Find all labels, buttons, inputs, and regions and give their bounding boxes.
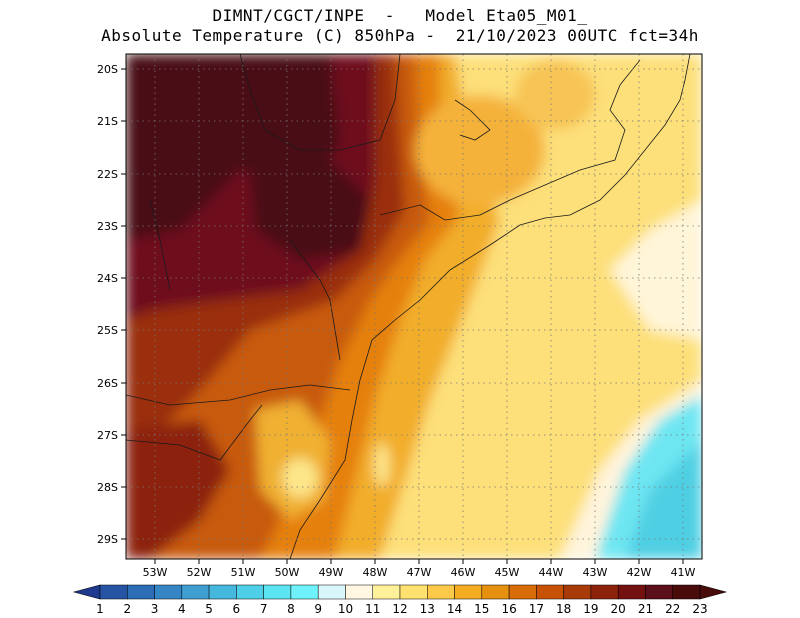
colorbar-label: 20 (611, 602, 626, 616)
chart-title-line1: DIMNT/CGCT/INPE - Model Eta05_M01_ (212, 6, 588, 25)
colorbar-label: 19 (583, 602, 598, 616)
colorbar-segment (617, 584, 646, 600)
colorbar-segment (372, 584, 401, 600)
lon-label: 44W (539, 566, 564, 579)
colorbar-segment (345, 584, 373, 600)
colorbar-label: 2 (123, 602, 131, 616)
colorbar-segment (181, 584, 210, 600)
colorbar-label: 21 (638, 602, 653, 616)
colorbar-segment (427, 584, 455, 600)
colorbar-segment (536, 584, 564, 600)
colorbar-segment (590, 584, 619, 600)
lon-label: 46W (451, 566, 476, 579)
lon-labels: 53W 52W 51W 50W 49W 48W 47W 46W 45W 44W … (143, 566, 696, 579)
colorbar-label: 16 (501, 602, 516, 616)
field-cyan-deep (625, 440, 702, 559)
colorbar-label: 3 (151, 602, 159, 616)
colorbar-label: 23 (692, 602, 707, 616)
lat-label: 28S (97, 481, 118, 494)
lon-label: 51W (231, 566, 256, 579)
border-west (149, 199, 171, 291)
temperature-field (126, 54, 702, 559)
border-sp-pr (289, 239, 341, 361)
border-north (239, 54, 401, 151)
colorbar-label: 18 (556, 602, 571, 616)
coast-line (289, 54, 691, 559)
field-plateau (415, 95, 545, 205)
lon-label: 45W (495, 566, 520, 579)
colorbar-segment (481, 584, 510, 600)
chart-title-line2: Absolute Temperature (C) 850hPa - 21/10/… (101, 26, 699, 45)
colorbar-label: 10 (338, 602, 353, 616)
colorbar-label: 9 (314, 602, 322, 616)
colorbar-segment (645, 584, 673, 600)
border-pr-sc (126, 384, 351, 406)
colorbar-segment (290, 584, 319, 600)
lon-label: 50W (275, 566, 300, 579)
field-deep-maroon-core (250, 160, 370, 260)
lat-labels: 20S 21S 22S 23S 24S 25S 26S 27S 28S 29S (97, 63, 118, 546)
reservoir (454, 99, 491, 141)
colorbar-segment (127, 584, 155, 600)
lon-label: 47W (407, 566, 432, 579)
colorbar-label: 8 (287, 602, 295, 616)
lon-label: 48W (363, 566, 388, 579)
coastline (126, 54, 691, 559)
lat-label: 22S (97, 168, 118, 181)
colorbar-segment (208, 584, 237, 600)
lon-label: 41W (671, 566, 696, 579)
colorbar-segment (236, 584, 264, 600)
colorbar-label: 13 (420, 602, 435, 616)
colorbar-label: 17 (529, 602, 544, 616)
lat-label: 23S (97, 220, 118, 233)
colorbar-arrow-high (699, 584, 728, 600)
colorbar-arrow-low (72, 584, 101, 600)
colorbar-segment (154, 584, 183, 600)
colorbar-label: 1 (96, 602, 104, 616)
colorbar-label: 15 (474, 602, 489, 616)
field-red-south (126, 420, 230, 559)
colorbar-segment (672, 584, 701, 600)
colorbar: 1 2 3 4 5 6 7 8 9 10 11 12 13 14 15 16 17 18 19 20 21 22 23 (72, 584, 728, 616)
lat-label: 27S (97, 429, 118, 442)
field-small-spot (374, 443, 390, 487)
colorbar-label: 6 (233, 602, 241, 616)
lat-label: 20S (97, 63, 118, 76)
lon-label: 52W (187, 566, 212, 579)
colorbar-segment (317, 584, 346, 600)
map-frame (125, 53, 703, 560)
border-sc-rs (126, 404, 263, 461)
colorbar-label: 4 (178, 602, 186, 616)
lat-label: 21S (97, 115, 118, 128)
lat-label: 26S (97, 377, 118, 390)
colorbar-segment (563, 584, 592, 600)
lon-label: 42W (627, 566, 652, 579)
lat-label: 24S (97, 272, 118, 285)
colorbar-segment (263, 584, 292, 600)
colorbar-label: 22 (665, 602, 680, 616)
colorbar-segment (454, 584, 483, 600)
field-pale-ne (610, 200, 702, 340)
border-sp-mg (379, 59, 641, 221)
lon-label: 43W (583, 566, 608, 579)
graticule (126, 54, 702, 559)
lon-label: 53W (143, 566, 168, 579)
colorbar-segment (99, 584, 128, 600)
lon-label: 49W (319, 566, 344, 579)
colorbar-label: 12 (392, 602, 407, 616)
field-deep-maroon (126, 54, 340, 240)
lat-label: 29S (97, 533, 118, 546)
colorbar-label: 14 (447, 602, 462, 616)
ticks (121, 68, 684, 564)
field-warm-spot (282, 458, 318, 498)
colorbar-label: 11 (365, 602, 380, 616)
colorbar-label: 5 (205, 602, 213, 616)
colorbar-label: 7 (260, 602, 268, 616)
colorbar-segment (508, 584, 537, 600)
lat-label: 25S (97, 324, 118, 337)
colorbar-segment (399, 584, 428, 600)
field-plateau-2 (515, 60, 595, 130)
